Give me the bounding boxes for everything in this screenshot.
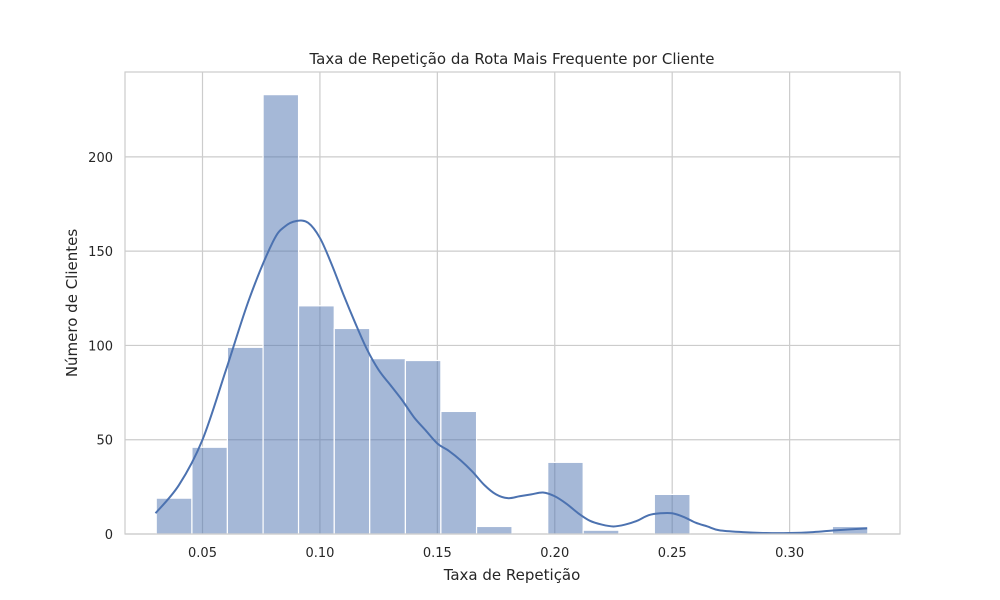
x-tick-label-1: 0.10 [305,546,334,561]
histogram-bar-4 [297,305,335,535]
histogram-bar-11 [547,461,584,535]
y-tick-label-3: 150 [88,245,113,260]
x-tick-labels: 0.05 0.10 0.15 0.20 0.25 0.30 [188,546,804,561]
kde-curve-group [154,219,868,535]
plot-area-frame [124,71,901,535]
histogram-bar-7 [404,359,442,535]
histogram-bar-3 [262,94,300,535]
y-tick-label-2: 100 [88,339,113,354]
histogram-bar-1 [191,446,228,535]
histogram-bar-0 [155,497,193,535]
histogram-bar-2 [226,346,264,535]
x-tick-label-5: 0.30 [775,546,804,561]
y-tick-label-4: 200 [88,151,113,166]
chart-title: Taxa de Repetição da Rota Mais Frequente… [308,50,714,68]
histogram-bar-9 [475,525,513,535]
y-tick-label-1: 50 [96,434,113,449]
histogram-bar-5 [333,327,371,535]
histogram-bar-8 [440,410,478,535]
x-tick-label-3: 0.20 [540,546,569,561]
kde-curve [154,219,868,535]
y-axis-title: Número de Clientes [63,229,81,378]
histogram-bar-6 [369,358,407,535]
x-tick-label-0: 0.05 [188,546,217,561]
histogram-bars [155,94,869,535]
x-tick-label-4: 0.25 [658,546,687,561]
x-tick-label-2: 0.15 [423,546,452,561]
y-tick-label-0: 0 [105,528,113,543]
y-tick-labels: 0 50 100 150 200 [88,151,113,543]
x-axis-title: Taxa de Repetição [443,566,581,584]
